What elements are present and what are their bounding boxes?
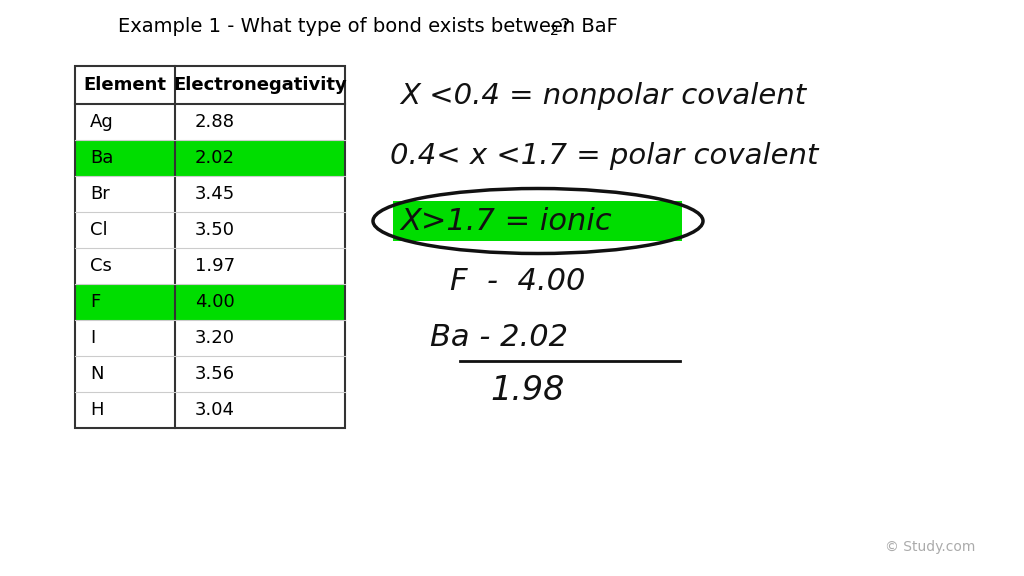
Text: Cl: Cl bbox=[90, 221, 108, 239]
Text: Electronegativity: Electronegativity bbox=[173, 76, 347, 94]
Text: X>1.7 = ionic: X>1.7 = ionic bbox=[400, 207, 611, 236]
Text: I: I bbox=[90, 329, 95, 347]
Text: 3.45: 3.45 bbox=[195, 185, 236, 203]
Text: Ba - 2.02: Ba - 2.02 bbox=[430, 324, 568, 353]
Text: Br: Br bbox=[90, 185, 110, 203]
Bar bbox=[75, 66, 345, 428]
Text: 2.02: 2.02 bbox=[195, 149, 234, 167]
Text: ?: ? bbox=[560, 17, 570, 36]
Text: 1.98: 1.98 bbox=[490, 374, 564, 407]
Text: F  -  4.00: F - 4.00 bbox=[450, 267, 586, 295]
Text: © Study.com: © Study.com bbox=[885, 540, 975, 554]
Text: F: F bbox=[90, 293, 100, 311]
FancyBboxPatch shape bbox=[75, 284, 345, 320]
Text: 3.20: 3.20 bbox=[195, 329, 234, 347]
Text: N: N bbox=[90, 365, 103, 383]
FancyBboxPatch shape bbox=[75, 140, 345, 176]
Text: Example 1 - What type of bond exists between BaF: Example 1 - What type of bond exists bet… bbox=[118, 17, 617, 36]
Text: 2.88: 2.88 bbox=[195, 113, 234, 131]
Text: X <0.4 = nonpolar covalent: X <0.4 = nonpolar covalent bbox=[400, 82, 806, 110]
Text: 3.50: 3.50 bbox=[195, 221, 234, 239]
Text: Element: Element bbox=[84, 76, 167, 94]
Text: 3.56: 3.56 bbox=[195, 365, 236, 383]
Text: 0.4< x <1.7 = polar covalent: 0.4< x <1.7 = polar covalent bbox=[390, 142, 818, 170]
Text: Ag: Ag bbox=[90, 113, 114, 131]
Text: Cs: Cs bbox=[90, 257, 112, 275]
FancyBboxPatch shape bbox=[393, 201, 682, 241]
Text: H: H bbox=[90, 401, 103, 419]
Text: 2: 2 bbox=[550, 24, 559, 38]
Text: Ba: Ba bbox=[90, 149, 114, 167]
Text: 4.00: 4.00 bbox=[195, 293, 234, 311]
Text: 1.97: 1.97 bbox=[195, 257, 236, 275]
Text: 3.04: 3.04 bbox=[195, 401, 234, 419]
